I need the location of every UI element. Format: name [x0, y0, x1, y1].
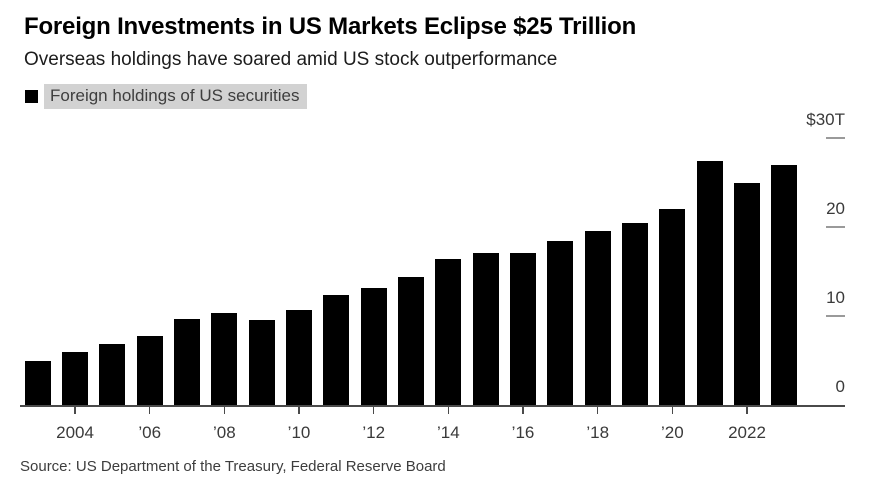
- bar-2020: [659, 209, 686, 405]
- x-tick-2020: [671, 406, 674, 414]
- x-label-2012: ’12: [362, 423, 386, 442]
- x-tick-2010: [298, 406, 300, 414]
- x-axis-baseline: [20, 405, 845, 407]
- x-label-2004: 2004: [56, 423, 94, 442]
- x-tick-2016: [522, 406, 524, 414]
- y-label-20: 20: [826, 199, 845, 218]
- legend-label: Foreign holdings of US securities: [44, 83, 308, 109]
- chart-title: Foreign Investments in US Markets Eclips…: [24, 13, 637, 40]
- bar-2014: [435, 259, 462, 405]
- x-tick-2018: [596, 406, 599, 414]
- y-gridline-tick-20: [826, 225, 845, 228]
- bar-2012: [360, 287, 387, 405]
- bar-2003: [24, 361, 51, 405]
- bar-2009: [248, 319, 275, 405]
- x-label-2014: ’14: [437, 423, 460, 442]
- bar-2008: [211, 313, 238, 405]
- bar-2015: [472, 252, 499, 405]
- bar-2018: [584, 231, 611, 405]
- x-tick-2022: [746, 406, 748, 414]
- bar-2023: [771, 164, 798, 405]
- x-label-2022: 2022: [728, 423, 766, 442]
- x-label-2010: ’10: [287, 423, 311, 442]
- x-tick-2012: [372, 406, 375, 414]
- y-label-0: 0: [835, 377, 845, 396]
- y-gridline-tick-10: [826, 314, 845, 317]
- y-gridline-tick-30: [826, 136, 845, 139]
- x-tick-2008: [223, 406, 226, 414]
- x-label-2006: ’06: [138, 423, 162, 442]
- y-label-10: 10: [826, 288, 845, 307]
- bar-2017: [547, 241, 574, 405]
- bar-2016: [510, 252, 537, 405]
- bar-2019: [622, 222, 649, 405]
- source-note: Source: US Department of the Treasury, F…: [20, 458, 446, 475]
- legend-swatch-icon: [25, 89, 38, 103]
- x-label-2008: ’08: [213, 423, 236, 442]
- x-label-2016: ’16: [511, 423, 535, 442]
- bar-2013: [398, 276, 425, 405]
- x-tick-2014: [447, 406, 450, 414]
- bar-2022: [734, 182, 761, 405]
- chart-subtitle: Overseas holdings have soared amid US st…: [24, 49, 558, 70]
- bar-2011: [323, 294, 350, 405]
- x-tick-2004: [74, 406, 76, 414]
- bar-2021: [696, 161, 723, 405]
- bar-2006: [136, 336, 163, 405]
- y-label-30: $30T: [806, 110, 845, 129]
- x-label-2018: ’18: [586, 423, 610, 442]
- bar-2007: [174, 318, 201, 405]
- bar-2004: [62, 351, 89, 405]
- x-label-2020: ’20: [661, 423, 684, 442]
- bar-2005: [99, 344, 126, 405]
- legend: Foreign holdings of US securities: [25, 83, 308, 109]
- bar-2010: [286, 309, 313, 405]
- x-tick-2006: [148, 406, 151, 414]
